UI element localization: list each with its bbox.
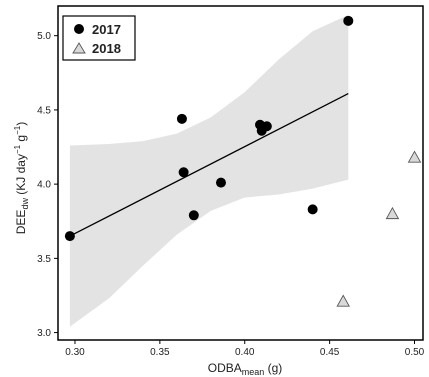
- data-point-2018-2: [407, 150, 422, 163]
- data-point-2017-9: [343, 15, 354, 26]
- data-points-layer: [64, 15, 422, 307]
- legend-label-2017: 2017: [92, 22, 121, 37]
- x-tick-label: 0.35: [150, 347, 170, 358]
- x-tick-label: 0.45: [320, 347, 340, 358]
- legend: 2017 2018: [62, 15, 136, 61]
- data-point-2017-4: [215, 177, 226, 188]
- data-point-2018-1: [385, 206, 400, 220]
- regression-line: [69, 93, 349, 237]
- legend-label-2018: 2018: [92, 41, 121, 56]
- y-axis-ticks: 3.0 3.5 4.0 4.5 5.0: [37, 31, 58, 339]
- y-tick-label: 4.5: [37, 105, 51, 116]
- plot-frame: [57, 5, 424, 341]
- fit-line-layer: [69, 93, 349, 237]
- data-point-2017-7: [261, 121, 272, 132]
- y-tick-label: 5.0: [37, 31, 51, 42]
- confidence-band-layer: [69, 14, 349, 327]
- y-axis-title: DEEdw (KJ day−1 g−1): [13, 122, 30, 234]
- confidence-band: [69, 14, 349, 327]
- y-tick-label: 3.0: [37, 328, 51, 339]
- data-point-2017-0: [64, 231, 75, 242]
- data-point-2017-1: [176, 113, 187, 124]
- x-tick-label: 0.40: [235, 347, 255, 358]
- data-point-2017-2: [178, 167, 189, 178]
- x-axis-title: ODBAmean (g): [208, 361, 283, 377]
- x-tick-label: 0.50: [405, 347, 425, 358]
- legend-marker-2017: [74, 24, 84, 34]
- legend-marker-2018: [72, 42, 86, 54]
- x-axis-ticks: 0.30 0.35 0.40 0.45 0.50: [65, 340, 425, 358]
- data-point-2017-3: [188, 210, 199, 221]
- data-point-2018-0: [336, 294, 350, 307]
- data-point-2017-8: [307, 204, 318, 215]
- y-tick-label: 4.0: [37, 180, 51, 191]
- x-tick-label: 0.30: [65, 347, 85, 358]
- y-tick-label: 3.5: [37, 254, 51, 265]
